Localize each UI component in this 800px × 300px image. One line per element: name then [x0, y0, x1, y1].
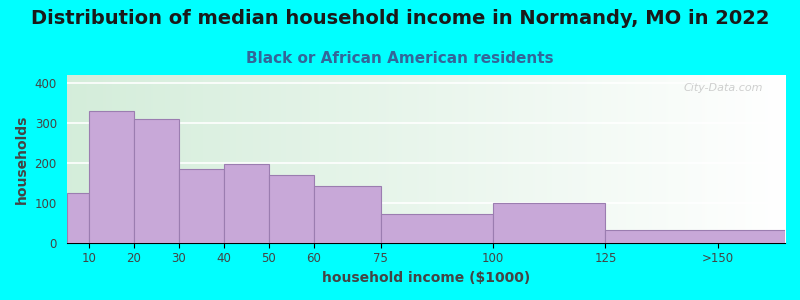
Bar: [381, 214, 493, 243]
Bar: [134, 119, 178, 243]
Y-axis label: households: households: [15, 114, 29, 203]
Bar: [606, 230, 785, 243]
Bar: [89, 111, 134, 243]
Bar: [314, 186, 381, 243]
Bar: [269, 175, 314, 243]
Bar: [224, 164, 269, 243]
Text: Black or African American residents: Black or African American residents: [246, 51, 554, 66]
Text: City-Data.com: City-Data.com: [684, 83, 763, 93]
Bar: [493, 203, 606, 243]
X-axis label: household income ($1000): household income ($1000): [322, 271, 530, 285]
Bar: [66, 193, 89, 243]
Bar: [178, 169, 224, 243]
Text: Distribution of median household income in Normandy, MO in 2022: Distribution of median household income …: [30, 9, 770, 28]
